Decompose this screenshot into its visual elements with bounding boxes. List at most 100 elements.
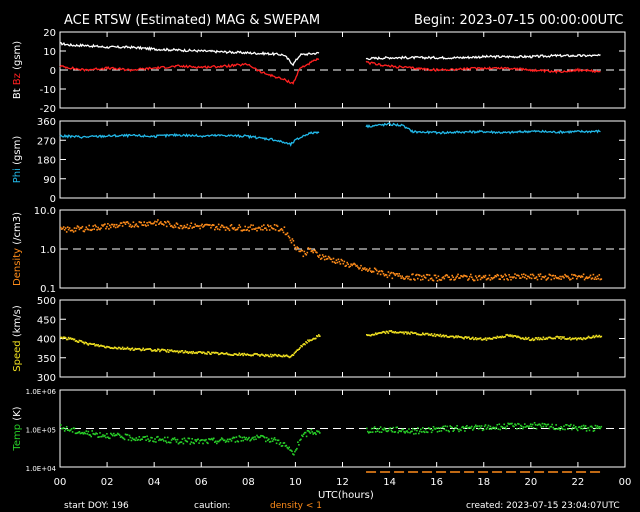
data-point: [229, 438, 232, 441]
data-point: [475, 338, 478, 341]
data-point: [251, 354, 253, 356]
data-point: [382, 273, 385, 275]
data-point: [203, 351, 205, 354]
data-point: [452, 430, 454, 432]
data-point: [479, 337, 482, 339]
data-point: [219, 438, 222, 441]
data-point: [461, 275, 463, 278]
data-point: [159, 222, 161, 224]
data-point: [115, 223, 118, 226]
data-point: [197, 438, 199, 440]
data-point: [106, 433, 108, 435]
data-point: [111, 223, 113, 226]
data-point: [484, 337, 487, 339]
data-point: [178, 227, 181, 230]
data-point: [441, 277, 444, 279]
data-point: [519, 277, 521, 279]
y-tick-label: 1.0: [40, 245, 56, 256]
data-point: [513, 276, 515, 278]
data-point: [72, 231, 75, 233]
data-point: [86, 228, 89, 230]
data-point: [198, 225, 200, 227]
data-point: [593, 278, 596, 280]
data-point: [124, 223, 127, 225]
data-point: [320, 257, 323, 260]
data-point: [188, 227, 191, 229]
data-point: [147, 348, 149, 350]
data-point: [87, 430, 90, 433]
data-point: [285, 233, 288, 236]
data-point: [419, 333, 421, 336]
data-point: [479, 278, 482, 281]
data-point: [198, 442, 200, 444]
data-point: [552, 426, 554, 429]
data-point: [431, 429, 434, 432]
data-point: [480, 425, 483, 427]
data-point: [61, 336, 63, 339]
data-point: [120, 222, 123, 224]
data-point: [378, 332, 381, 334]
data-point: [556, 428, 558, 430]
data-point: [132, 349, 135, 351]
data-point: [542, 425, 545, 428]
y-axis-label: Temp (K): [12, 406, 23, 451]
data-point: [125, 347, 128, 350]
data-point: [227, 440, 230, 443]
data-point: [133, 438, 136, 441]
data-point: [231, 354, 234, 356]
data-point: [105, 227, 107, 230]
data-point: [515, 277, 517, 279]
data-point: [153, 222, 155, 224]
data-point: [105, 346, 107, 349]
data-point: [360, 264, 362, 267]
data-point: [161, 438, 163, 441]
data-point: [235, 228, 238, 231]
data-point: [475, 425, 478, 428]
data-point: [285, 444, 288, 447]
data-point: [79, 227, 82, 229]
data-point: [433, 427, 436, 430]
data-point: [593, 429, 596, 432]
data-point: [520, 277, 522, 279]
data-point: [82, 230, 85, 232]
data-point: [457, 428, 459, 431]
data-point: [456, 275, 458, 278]
data-point: [478, 274, 481, 277]
data-point: [313, 249, 315, 252]
data-point: [108, 437, 110, 439]
y-tick-label: -10: [40, 85, 56, 96]
data-point: [418, 274, 420, 276]
data-point: [80, 432, 83, 434]
data-point: [421, 333, 423, 336]
data-point: [402, 428, 404, 431]
data-point: [75, 340, 78, 342]
data-point: [561, 336, 563, 338]
data-point: [428, 427, 431, 430]
data-point: [399, 331, 401, 333]
data-point: [131, 225, 134, 227]
data-point: [567, 275, 569, 278]
data-point: [600, 278, 603, 280]
data-point: [214, 228, 216, 231]
data-point: [494, 275, 497, 277]
data-point: [436, 280, 439, 282]
data-point: [466, 425, 468, 427]
data-point: [310, 250, 313, 253]
data-point: [264, 227, 266, 230]
data-point: [462, 276, 464, 278]
data-point: [251, 437, 253, 440]
data-point: [570, 338, 572, 341]
data-point: [454, 426, 456, 429]
data-point: [414, 429, 416, 431]
data-point: [388, 427, 391, 430]
data-point: [457, 273, 459, 276]
data-point: [171, 350, 174, 353]
data-point: [165, 221, 167, 224]
data-point: [289, 239, 292, 242]
data-point: [171, 437, 174, 440]
data-point: [94, 433, 96, 436]
data-point: [450, 278, 452, 281]
data-point: [133, 226, 136, 228]
data-point: [243, 229, 245, 231]
data-point: [200, 224, 202, 227]
